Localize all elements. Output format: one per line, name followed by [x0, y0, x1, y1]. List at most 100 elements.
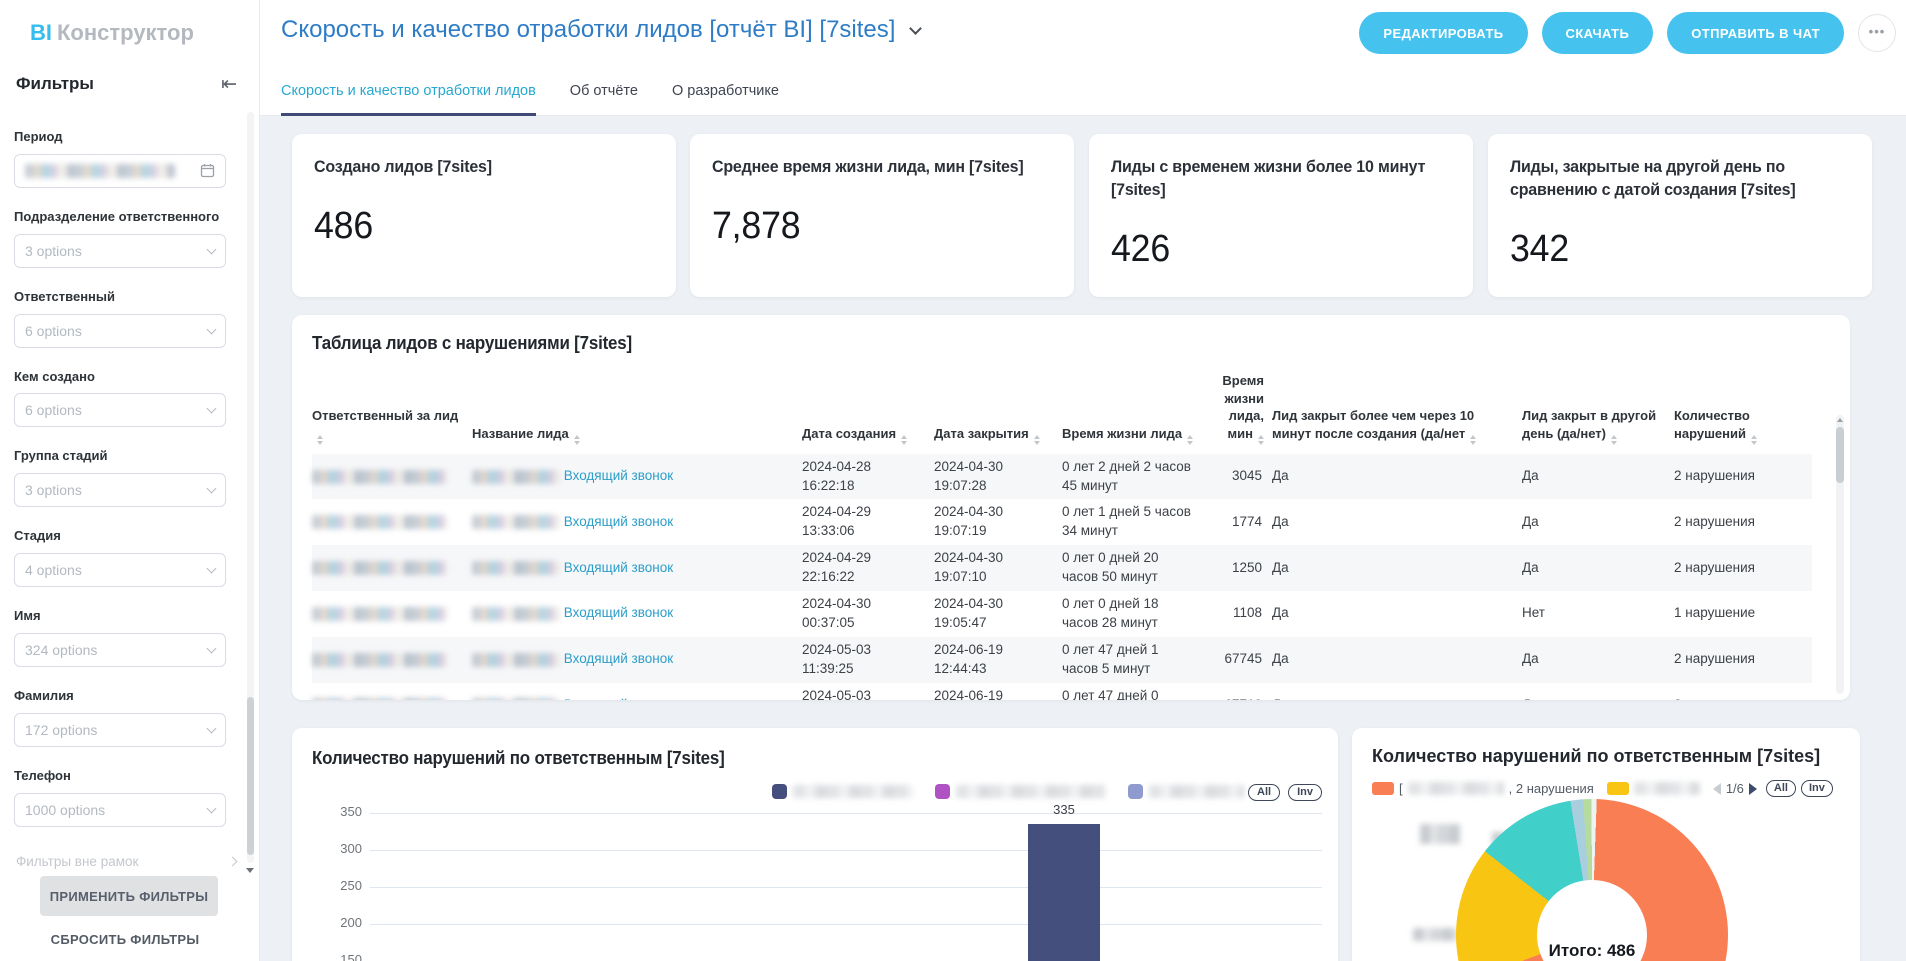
donut-legend-swatch-1[interactable] — [1372, 782, 1394, 795]
legend-swatch — [772, 784, 787, 799]
cell-lifetime: 0 лет 1 дней 5 часов 34 минут — [1062, 504, 1191, 539]
lead-link[interactable]: Входящий звонок — [563, 513, 674, 529]
bar-335[interactable] — [1028, 824, 1100, 961]
scroll-up-arrow-icon[interactable] — [1837, 418, 1843, 422]
pagination-prev-icon[interactable] — [1712, 782, 1721, 795]
filters-overflow-label: Фильтры вне рамок — [16, 854, 139, 869]
sort-icon[interactable] — [1750, 434, 1757, 445]
col-header-label: Количество нарушений — [1674, 408, 1750, 441]
cell-responsible — [312, 454, 472, 500]
bar-legend-item-1[interactable] — [772, 784, 913, 799]
cell-other-day: Да — [1522, 559, 1539, 575]
chevron-down-icon — [909, 21, 923, 35]
filter-select[interactable]: 3 options — [14, 233, 226, 268]
reset-filters-button[interactable]: СБРОСИТЬ ФИЛЬТРЫ — [0, 932, 250, 947]
sidebar-scrollbar[interactable] — [247, 112, 254, 863]
sort-icon[interactable] — [1187, 434, 1194, 445]
filter-select[interactable]: 6 options — [14, 313, 226, 348]
sort-icon[interactable] — [1470, 434, 1477, 445]
blurred-legend-name — [1407, 782, 1504, 795]
cell-responsible — [312, 637, 472, 683]
legend-swatch — [935, 784, 950, 799]
chevron-down-icon — [206, 324, 217, 334]
filter-select-value: 3 options — [25, 482, 82, 499]
header-action-button-2[interactable]: СКАЧАТЬ — [1541, 12, 1654, 54]
cell-violations: 1 нарушение — [1674, 605, 1756, 621]
donut-total-label: Итого: 486 — [1548, 941, 1636, 960]
filter-label: Имя — [14, 608, 41, 624]
sort-icon[interactable] — [1258, 434, 1264, 445]
bar-chart-plot: 350 300 250 200 150 335 — [292, 728, 1338, 961]
lead-link[interactable]: Входящий звонок — [563, 468, 674, 484]
sort-icon[interactable] — [317, 434, 323, 445]
blurred-label — [1420, 824, 1460, 844]
lead-link[interactable]: Входящий звонок — [564, 697, 673, 700]
lead-link[interactable]: Входящий звонок — [563, 605, 674, 621]
y-axis-tick: 200 — [340, 915, 362, 930]
collapse-sidebar-icon[interactable]: ⇤ — [221, 73, 237, 95]
period-date-input[interactable] — [14, 153, 226, 188]
cell-violations: 2 нарушения — [1674, 559, 1755, 575]
tab-1[interactable]: Скорость и качество отработки лидов — [281, 66, 536, 116]
bar-legend-item-2[interactable] — [935, 784, 1106, 799]
filter-select-value: 172 options — [25, 721, 98, 738]
filter-select[interactable]: 3 options — [14, 473, 226, 508]
kpi-value: 7,878 — [712, 204, 801, 247]
filter-select[interactable]: 172 options — [14, 712, 226, 747]
all-button[interactable]: All — [1765, 780, 1796, 797]
blurred-name — [472, 606, 560, 621]
col-header-8: Лид закрыт в другой день (да/нет) — [1522, 366, 1674, 454]
cell-lifetime: 0 лет 47 дней 1 часов 5 минут — [1062, 641, 1159, 676]
col-header-label: Время жизни лида, мин — [1222, 373, 1264, 441]
cell-lifetime-min: 1250 — [1231, 559, 1262, 575]
header-actions: РЕДАКТИРОВАТЬ СКАЧАТЬ ОТПРАВИТЬ В ЧАТ ••• — [1359, 12, 1896, 54]
header-action-button-1[interactable]: РЕДАКТИРОВАТЬ — [1359, 12, 1528, 54]
sort-icon[interactable] — [573, 434, 580, 445]
inv-button[interactable]: Inv — [1800, 780, 1833, 797]
pagination-next-icon[interactable] — [1748, 782, 1757, 795]
y-axis-tick: 300 — [340, 841, 362, 856]
kpi-card-4: Лиды, закрытые на другой день по сравнен… — [1488, 134, 1872, 297]
filters-overflow-link[interactable]: Фильтры вне рамок — [16, 854, 238, 869]
inv-button[interactable]: Inv — [1288, 784, 1322, 801]
gridline — [370, 924, 1322, 925]
tab-2[interactable]: Об отчёте — [569, 82, 638, 99]
tab-3[interactable]: О разработчике — [671, 82, 779, 99]
blurred-legend-name — [1149, 785, 1244, 798]
chevron-down-icon — [206, 403, 217, 414]
col-header-label: Время жизни лида — [1062, 425, 1183, 441]
table-scrollbar-thumb[interactable] — [1836, 427, 1844, 483]
sort-icon[interactable] — [1610, 434, 1617, 445]
sidebar-scrollbar-thumb[interactable] — [247, 697, 254, 855]
blurred-name — [472, 561, 560, 576]
filter-select-value: 6 options — [25, 322, 82, 339]
filter-label: Телефон — [14, 767, 71, 783]
col-header-label: Лид закрыт более чем через 10 минут посл… — [1272, 408, 1475, 441]
filter-select[interactable]: 324 options — [14, 632, 226, 667]
cell-lifetime: 0 лет 2 дней 2 часов 45 минут — [1062, 458, 1191, 493]
donut-legend-swatch-2[interactable] — [1606, 782, 1629, 795]
col-header-4: Дата закрытия — [934, 366, 1062, 454]
scroll-down-arrow-icon[interactable] — [246, 868, 254, 873]
apply-filters-button[interactable]: ПРИМЕНИТЬ ФИЛЬТРЫ — [40, 876, 218, 916]
filter-select[interactable]: 6 options — [14, 393, 226, 428]
header-action-button-3[interactable]: ОТПРАВИТЬ В ЧАТ — [1667, 12, 1844, 54]
app-logo: BI Конструктор — [30, 20, 194, 46]
lead-link[interactable]: Входящий звонок — [563, 651, 674, 667]
sort-icon[interactable] — [1033, 434, 1040, 445]
sort-icon[interactable] — [901, 434, 908, 445]
filter-select[interactable]: 4 options — [14, 553, 226, 588]
lead-link[interactable]: Входящий звонок — [563, 559, 674, 575]
all-button[interactable]: All — [1248, 784, 1281, 801]
report-title-dropdown[interactable]: Скорость и качество отработки лидов [отч… — [281, 16, 923, 44]
filter-select-value: 6 options — [25, 402, 82, 419]
filter-select[interactable]: 1000 options — [14, 792, 226, 827]
table-row: Входящий звонок 2024-04-29 13:33:06 2024-0… — [312, 499, 1812, 545]
col-header-6: Время жизни лида, мин — [1204, 366, 1272, 454]
more-options-button[interactable]: ••• — [1858, 14, 1896, 52]
cell-lead-name: Входящий звонок — [472, 545, 802, 591]
bar-legend-item-3[interactable] — [1128, 784, 1244, 799]
violations-table-card: Таблица лидов с нарушениями [7sites] Отв… — [292, 315, 1850, 700]
table-scrollbar[interactable] — [1836, 415, 1844, 694]
blurred-label — [1413, 928, 1460, 941]
